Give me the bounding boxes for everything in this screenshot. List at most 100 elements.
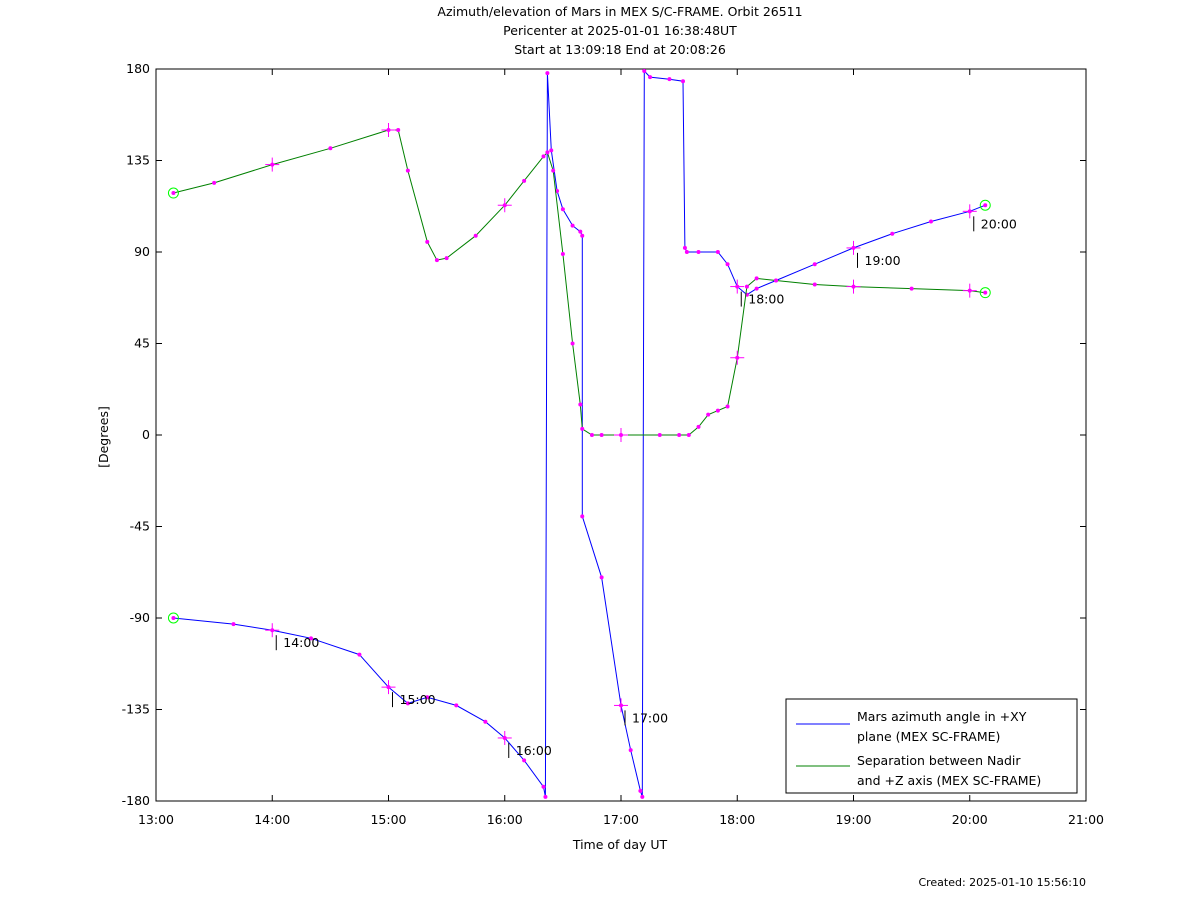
y-tick-label: 45 <box>134 336 150 351</box>
time-annotation-label: 19:00 <box>865 253 901 268</box>
separation-data-point <box>715 408 720 413</box>
separation-data-point <box>522 178 527 183</box>
azimuth-data-point <box>754 286 759 291</box>
azimuth-data-point <box>667 77 672 82</box>
chart-subtitle-pericenter: Pericenter at 2025-01-01 16:38:48UT <box>503 23 737 38</box>
separation-data-point <box>657 433 662 437</box>
y-tick-label: 90 <box>134 244 150 259</box>
azimuth-data-point <box>682 245 687 250</box>
azimuth-data-point <box>171 616 176 620</box>
azimuth-data-point <box>638 788 643 793</box>
y-axis-label: [Degrees] <box>96 406 111 468</box>
separation-data-point <box>444 256 449 261</box>
separation-data-point <box>171 191 176 196</box>
separation-endpoint-marker <box>979 287 991 299</box>
separation-data-point <box>706 412 711 417</box>
separation-data-point <box>725 404 730 409</box>
y-tick-label: 0 <box>142 427 150 442</box>
separation-data-point <box>983 290 988 295</box>
azimuth-data-point <box>560 207 565 212</box>
x-tick-label: 15:00 <box>370 812 406 827</box>
azimuth-data-point <box>696 250 701 254</box>
azimuth-data-point <box>681 79 685 84</box>
separation-data-point <box>396 128 401 132</box>
azimuth-endpoint-marker <box>979 199 991 211</box>
azimuth-data-point <box>543 794 548 799</box>
separation-data-point <box>541 154 546 159</box>
azimuth-data-point <box>231 622 236 627</box>
azimuth-data-point <box>549 148 554 153</box>
azimuth-data-point <box>983 203 988 208</box>
separation-data-point <box>754 276 759 281</box>
separation-data-point <box>686 433 691 437</box>
x-tick-label: 20:00 <box>952 812 988 827</box>
chart-title-block: Azimuth/elevation of Mars in MEX S/C-FRA… <box>0 2 1200 59</box>
azimuth-data-point <box>357 652 362 657</box>
azimuth-data-point <box>483 719 488 724</box>
separation-data-point <box>696 424 701 429</box>
azimuth-data-point <box>578 229 583 234</box>
axis-ticks <box>155 68 1087 802</box>
chart-subtitle-timespan: Start at 13:09:18 End at 20:08:26 <box>514 42 726 57</box>
azimuth-data-point <box>648 75 653 80</box>
separation-data-point <box>425 239 430 244</box>
separation-data-point <box>599 433 604 437</box>
x-tick-label: 19:00 <box>835 812 871 827</box>
azimuth-data-point <box>715 250 720 254</box>
legend-label-azimuth-line2: plane (MEX SC-FRAME) <box>857 729 1000 744</box>
chart-title: Azimuth/elevation of Mars in MEX S/C-FRA… <box>437 4 803 19</box>
azimuth-data-point <box>522 758 527 763</box>
separation-data-point <box>580 426 585 431</box>
time-annotation-label: 14:00 <box>283 635 319 650</box>
time-annotations: 14:00 15:00 16:00 17:00 18:00 19:00 20:00 <box>265 204 1017 758</box>
azimuth-data-point <box>929 219 933 224</box>
separation-data-point <box>909 286 914 291</box>
azimuth-data-point <box>454 703 459 708</box>
separation-data-point <box>812 282 817 287</box>
legend-label-azimuth-line1: Mars azimuth angle in +XY <box>857 709 1027 724</box>
azimuth-endpoint-marker <box>167 612 179 624</box>
azimuth-data-point <box>541 784 546 789</box>
azimuth-data-point <box>628 748 633 753</box>
separation-data-point <box>545 150 550 155</box>
azimuth-data-point <box>545 71 550 76</box>
x-tick-label: 21:00 <box>1068 812 1104 827</box>
y-tick-label: 180 <box>126 61 150 76</box>
legend: Mars azimuth angle in +XY plane (MEX SC-… <box>785 698 1078 794</box>
separation-data-point <box>560 252 565 257</box>
separation-data-point <box>212 180 217 185</box>
azimuth-data-point <box>425 695 430 700</box>
azimuth-data-point <box>725 262 730 267</box>
azimuth-data-point <box>684 250 689 254</box>
x-tick-labels: 13:00 14:00 15:00 16:00 17:00 18:00 19:00 20:00… <box>138 812 1104 827</box>
y-tick-label: -45 <box>130 519 150 534</box>
azimuth-data-point <box>309 636 313 641</box>
azimuth-data-point <box>570 223 575 228</box>
x-tick-label: 13:00 <box>138 812 174 827</box>
separation-data-point <box>677 433 682 437</box>
azimuth-data-point <box>812 262 817 267</box>
x-tick-label: 16:00 <box>487 812 523 827</box>
separation-data-point <box>570 341 575 346</box>
azimuth-data-point <box>599 575 604 580</box>
separation-data-point <box>473 233 478 238</box>
separation-data-point <box>589 433 594 437</box>
separation-data-point <box>328 146 333 151</box>
separation-data-point <box>405 168 410 173</box>
y-tick-label: -180 <box>122 793 150 808</box>
x-tick-label: 18:00 <box>719 812 755 827</box>
azimuth-data-point <box>580 233 585 238</box>
time-annotation-label: 15:00 <box>400 692 436 707</box>
x-tick-label: 17:00 <box>603 812 639 827</box>
separation-endpoint-marker <box>167 187 179 199</box>
x-axis-label: Time of day UT <box>572 837 668 852</box>
azimuth-data-point <box>640 794 645 799</box>
y-tick-labels: 180 135 90 45 0 -45 -90 -135 -180 <box>122 61 150 808</box>
legend-label-separation-line2: and +Z axis (MEX SC-FRAME) <box>857 773 1041 788</box>
legend-label-separation-line1: Separation between Nadir <box>857 753 1021 768</box>
time-annotation-label: 16:00 <box>516 743 552 758</box>
plot-area <box>167 69 991 799</box>
separation-data-point <box>551 168 556 173</box>
azimuth-data-point <box>580 514 585 519</box>
separation-series-line <box>173 129 986 436</box>
